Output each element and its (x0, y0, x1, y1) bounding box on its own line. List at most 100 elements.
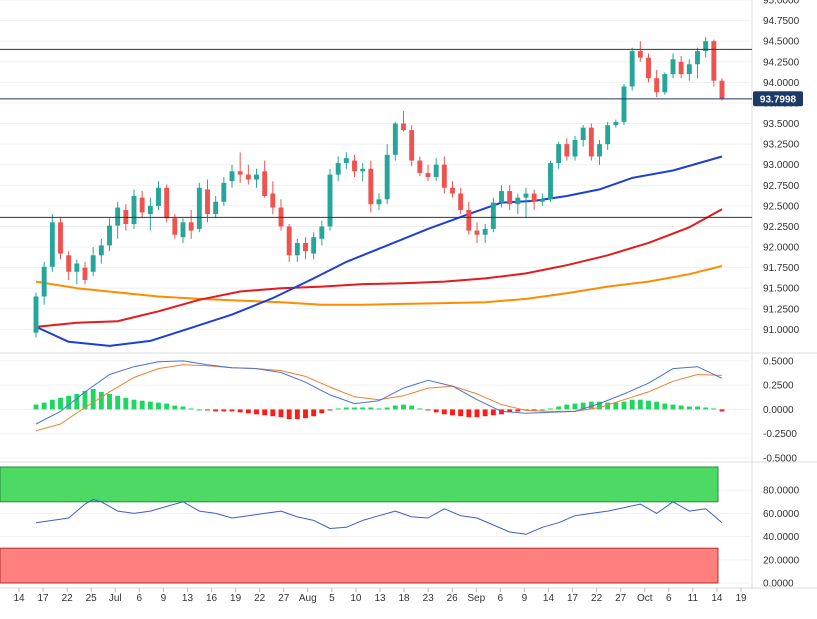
x-axis-tick-label: 25 (86, 593, 98, 604)
candle-body (695, 51, 700, 65)
price-axis-tick-label: 93.2500 (763, 140, 800, 151)
macd-panel (0, 360, 752, 459)
macd-histogram-bar (613, 402, 619, 410)
candle-body (662, 74, 668, 93)
macd-histogram-bar (245, 409, 251, 414)
macd-histogram-bar (303, 409, 308, 419)
macd-histogram-bar (360, 407, 366, 410)
candle-body (425, 172, 431, 178)
x-axis-tick-label: Jul (109, 593, 122, 604)
candle-body (515, 197, 521, 205)
macd-histogram-bar (450, 409, 455, 416)
macd-histogram-bar (507, 409, 513, 413)
macd-histogram-bar (646, 400, 651, 410)
candle-body (368, 168, 374, 205)
candle-body (254, 174, 259, 180)
x-axis-tick-label: 27 (615, 593, 627, 604)
macd-histogram-bar (686, 406, 692, 410)
macd-histogram-bar (678, 405, 684, 410)
macd-signal-line (35, 364, 723, 432)
candle-body (172, 218, 178, 235)
candle-body (221, 182, 227, 202)
macd-histogram-bar (311, 409, 317, 417)
x-axis-tick-label: 14 (543, 593, 555, 604)
candle-body (678, 61, 684, 75)
macd-histogram-bar (237, 409, 243, 413)
x-axis-tick-label: 13 (182, 593, 194, 604)
candle-body (711, 41, 717, 81)
rsi-axis-tick-label: 40.0000 (763, 532, 800, 543)
macd-histogram-bar (327, 409, 333, 411)
x-axis-tick-label: 17 (38, 593, 50, 604)
macd-histogram-bar (205, 409, 210, 411)
candle-body (450, 187, 455, 194)
x-axis-tick-label: Aug (299, 593, 317, 604)
macd-histogram-bar (572, 403, 578, 410)
candle-body (66, 255, 72, 272)
macd-histogram-bar (172, 405, 178, 410)
candle-body (670, 59, 676, 75)
candle-body (294, 242, 300, 256)
candle-body (392, 123, 398, 155)
x-axis-tick-label: Sep (467, 593, 485, 604)
price-axis-tick-label: 94.2500 (763, 57, 800, 68)
macd-histogram-bar (719, 409, 725, 412)
candle-body (286, 226, 292, 256)
candle-body (629, 51, 635, 87)
sma-slow-line (35, 265, 723, 306)
candle-body (90, 255, 96, 272)
candle-body (196, 187, 202, 229)
price-axis-tick-label: 91.0000 (763, 325, 800, 336)
x-axis-tick-label: 22 (62, 593, 74, 604)
macd-histogram-bar (33, 404, 39, 410)
macd-histogram-bar (662, 403, 668, 410)
candle-body (303, 242, 308, 252)
candle-body (474, 230, 480, 235)
candle-body (588, 127, 594, 157)
macd-histogram-bar (107, 393, 112, 410)
rsi-overbought-band (0, 466, 719, 503)
price-axis-tick-label: 91.7500 (763, 263, 800, 274)
candle-body (417, 160, 423, 173)
candle-body (401, 123, 406, 131)
candle-body (49, 222, 55, 267)
sma-mid-line (35, 208, 723, 328)
macd-histogram-bar (58, 397, 63, 410)
macd-axis-tick-label: 0.0000 (763, 405, 794, 416)
price-axis-tick-label: 93.5000 (763, 119, 800, 130)
candle-body (164, 187, 170, 219)
macd-histogram-bar (548, 408, 553, 410)
y-axes: 91.0000 91.2500 91.5000 91.7500 92.0000 92.25… (763, 0, 800, 590)
candle-body (270, 193, 276, 208)
macd-histogram-bar (221, 409, 227, 412)
candle-body (531, 193, 537, 202)
macd-histogram-bar (335, 408, 341, 410)
macd-histogram-bar (294, 409, 300, 420)
macd-histogram-bar (98, 391, 104, 410)
candle-body (384, 154, 390, 200)
candle-body (352, 160, 357, 172)
x-axis-tick-label: 19 (230, 593, 242, 604)
candle-body (245, 174, 251, 180)
candle-body (319, 226, 325, 239)
candle-body (466, 210, 472, 231)
candle-body (409, 130, 415, 161)
macd-histogram-bar (580, 402, 586, 410)
candle-body (686, 64, 692, 75)
price-axis-tick-label: 93.0000 (763, 160, 800, 171)
price-axis-tick-label: 92.2500 (763, 222, 800, 233)
macd-histogram-bar (196, 409, 202, 411)
last-price-label: 93.7998 (760, 94, 797, 105)
x-axis-tick-label: 6 (498, 593, 504, 604)
macd-line (35, 360, 723, 425)
macd-histogram-bar (213, 409, 219, 412)
price-axis-tick-label: 91.5000 (763, 284, 800, 295)
macd-histogram-bar (597, 401, 602, 410)
macd-histogram-bar (629, 399, 635, 410)
x-axis-tick-label: 26 (447, 593, 459, 604)
macd-histogram-bar (409, 405, 415, 410)
macd-histogram-bar (621, 401, 627, 410)
rsi-axis-tick-label: 20.0000 (763, 555, 800, 566)
candle-body (327, 174, 333, 227)
